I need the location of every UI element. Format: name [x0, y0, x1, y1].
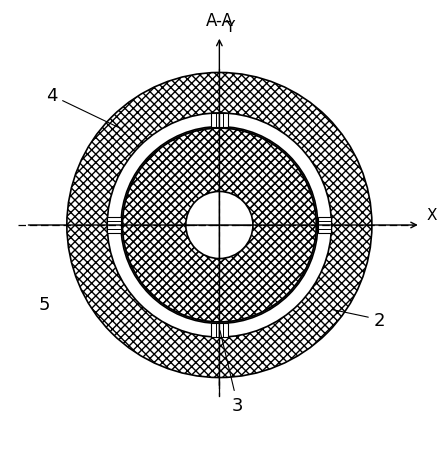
Bar [211, 114, 228, 127]
Text: Y: Y [225, 20, 235, 35]
Circle shape [122, 129, 316, 322]
Text: 3: 3 [220, 331, 244, 414]
Text: 4: 4 [46, 87, 122, 130]
Circle shape [122, 129, 316, 322]
Circle shape [107, 114, 332, 337]
Circle shape [67, 74, 372, 377]
Circle shape [121, 127, 318, 324]
Text: X: X [427, 207, 437, 222]
Bar [318, 217, 332, 234]
Text: 5: 5 [38, 296, 50, 313]
Circle shape [186, 192, 253, 259]
Text: 2: 2 [332, 310, 385, 329]
Bar [107, 217, 121, 234]
Text: A-A: A-A [206, 13, 233, 30]
Bar [211, 324, 228, 337]
